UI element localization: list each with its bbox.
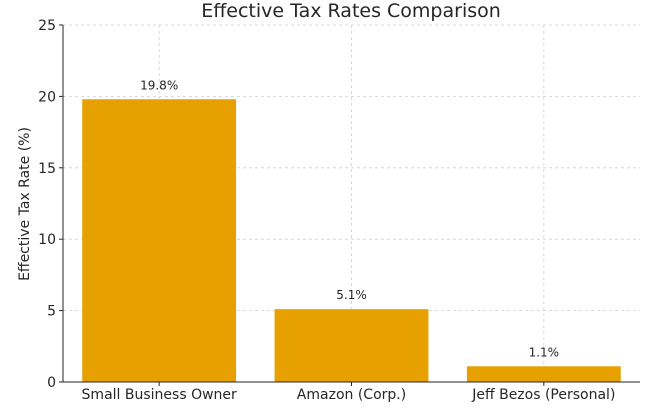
bar-1 — [82, 99, 237, 383]
data-label: 19.8% — [140, 78, 178, 92]
data-label: 5.1% — [336, 288, 367, 302]
x-tick-label: Amazon (Corp.) — [297, 387, 406, 403]
x-tick-label: Small Business Owner — [82, 387, 237, 403]
bar-2 — [274, 309, 429, 382]
y-tick-label: 0 — [47, 375, 56, 391]
y-tick-label: 25 — [38, 18, 56, 34]
y-tick-label: 5 — [47, 304, 56, 320]
x-tick-label: Jeff Bezos (Personal) — [471, 387, 615, 403]
y-axis-label: Effective Tax Rate (%) — [17, 127, 33, 281]
y-tick-label: 15 — [38, 161, 56, 177]
chart-title: Effective Tax Rates Comparison — [201, 0, 501, 22]
y-tick-label: 10 — [38, 232, 56, 248]
y-tick-label: 20 — [38, 89, 56, 105]
data-label: 1.1% — [529, 345, 560, 359]
bar-3 — [466, 366, 621, 382]
